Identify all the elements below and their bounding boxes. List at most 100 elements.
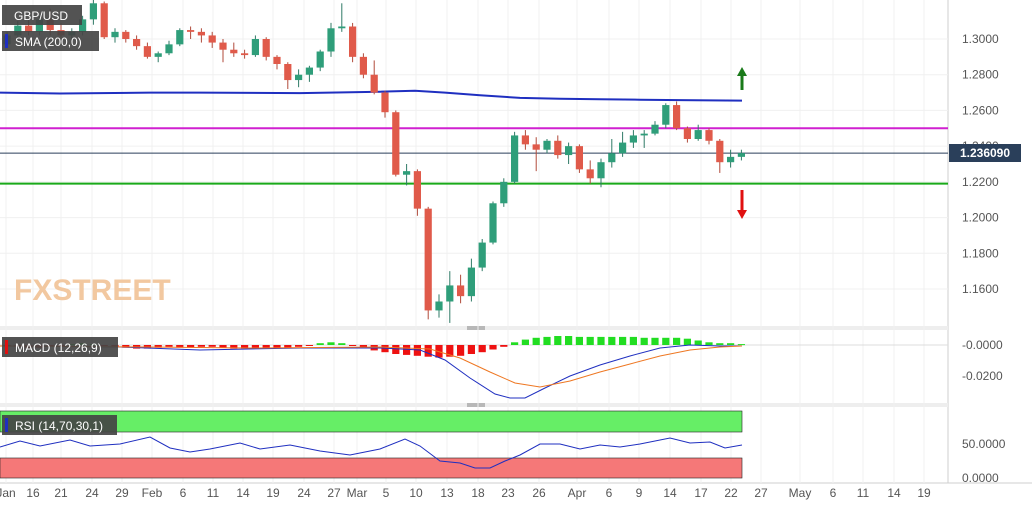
candle-body: [737, 153, 745, 157]
candle-body: [478, 242, 486, 268]
macd-histogram-bar: [316, 343, 324, 345]
candle-body: [89, 3, 97, 20]
rsi-legend[interactable]: RSI (14,70,30,1): [2, 415, 117, 435]
macd-histogram-bar: [327, 342, 335, 345]
macd-histogram-bar: [241, 345, 249, 349]
price-tick-label: 1.1800: [962, 246, 999, 260]
vertical-gridlines: [5, 0, 925, 483]
rsi-line: [0, 436, 743, 469]
candle-body: [165, 44, 173, 54]
candle-body: [381, 92, 389, 113]
arrow-up-icon: [737, 67, 747, 90]
price-tick-label: 1.1600: [962, 282, 999, 296]
macd-histogram-bar: [338, 343, 346, 345]
time-tick-label: Feb: [142, 486, 163, 500]
candle-body: [467, 267, 475, 297]
horizontal-gridlines: [0, 38, 948, 290]
candle-body: [273, 56, 281, 64]
sma-label: SMA (200,0): [15, 35, 82, 49]
time-tick-label: 19: [917, 486, 931, 500]
candle-body: [640, 133, 648, 136]
macd-histogram-bar: [208, 345, 216, 347]
candle-body: [25, 25, 33, 32]
candle-body: [111, 31, 119, 38]
time-tick-label: 6: [830, 486, 837, 500]
macd-histogram-bar: [565, 336, 573, 345]
watermark-text: FXSTREET: [14, 274, 171, 307]
candle-body: [446, 285, 454, 302]
macd-histogram-bar: [467, 345, 475, 354]
candle-body: [619, 142, 627, 154]
macd-histogram-bar: [478, 345, 486, 353]
candle-body: [154, 53, 162, 57]
symbol-legend[interactable]: GBP/USD: [2, 5, 82, 25]
macd-histogram-bar: [554, 336, 562, 345]
price-tick-label: 1.2000: [962, 211, 999, 225]
macd-histogram-bar: [532, 337, 540, 345]
horizontal-level-lines: [0, 127, 948, 185]
time-tick-label: 29: [115, 486, 129, 500]
candle-body: [413, 171, 421, 209]
rsi-tick-label: 0.0000: [962, 471, 999, 485]
macd-histogram-bar: [295, 345, 303, 347]
candle-body: [716, 140, 724, 163]
time-axis: Jan 16 21 24 29 Feb 6 11 14 19 24 27 Mar 5 10 13 18 23 26 A…: [0, 486, 931, 500]
candle-body: [327, 28, 335, 52]
candle-body: [295, 74, 303, 81]
macd-label: MACD (12,26,9): [15, 341, 102, 355]
time-tick-label: 5: [383, 486, 390, 500]
price-tick-label: 1.2600: [962, 103, 999, 117]
macd-histogram-bar: [673, 337, 681, 345]
candle-body: [79, 19, 87, 32]
resize-handle-rsi[interactable]: [467, 403, 485, 407]
time-tick-label: Jan: [0, 486, 16, 500]
macd-histogram-bar: [586, 336, 594, 345]
resize-handle-macd[interactable]: [467, 326, 485, 330]
macd-histogram-bar: [489, 345, 497, 350]
macd-histogram-bar: [284, 345, 292, 348]
candle-body: [424, 208, 432, 311]
macd-tick-label: -0.0000: [962, 338, 1003, 352]
macd-histogram-bar: [694, 340, 702, 345]
sma-legend[interactable]: SMA (200,0): [2, 31, 99, 51]
rsi-overbought-zone: [0, 410, 743, 433]
time-tick-label: 14: [236, 486, 250, 500]
candle-body: [683, 128, 691, 139]
candle-body: [629, 135, 637, 143]
time-tick-label: 6: [606, 486, 613, 500]
rsi-pane: [0, 410, 743, 479]
macd-histogram-bar: [359, 345, 367, 348]
macd-histogram-bar: [597, 336, 605, 345]
macd-histogram-bar: [716, 343, 724, 345]
macd-histogram-bar: [705, 342, 713, 345]
macd-histogram-bar: [619, 336, 627, 345]
candle-body: [521, 135, 529, 145]
candle-body: [133, 39, 141, 47]
macd-histogram-bar: [424, 345, 432, 357]
time-tick-label: 23: [501, 486, 515, 500]
macd-histogram-bar: [413, 345, 421, 356]
macd-histogram-bar: [154, 345, 162, 348]
symbol-label: GBP/USD: [14, 9, 68, 23]
candle-body: [565, 146, 573, 156]
rsi-label: RSI (14,70,30,1): [15, 419, 103, 433]
candle-body: [14, 25, 22, 36]
macd-legend[interactable]: MACD (12,26,9): [2, 337, 118, 357]
price-tick-label: 1.2200: [962, 175, 999, 189]
macd-histogram-bar: [197, 345, 205, 347]
time-tick-label: 26: [532, 486, 546, 500]
candle-body: [143, 46, 151, 57]
candle-body: [187, 30, 195, 32]
price-tick-label: 1.2800: [962, 68, 999, 82]
macd-histogram-bar: [629, 336, 637, 345]
candle-body: [208, 35, 216, 43]
macd-histogram-bar: [165, 345, 173, 347]
macd-histogram-bar: [521, 339, 529, 345]
time-tick-label: 24: [85, 486, 99, 500]
time-tick-label: 6: [180, 486, 187, 500]
candle-body: [662, 105, 670, 125]
candle-body: [251, 39, 259, 56]
macd-histogram-bar: [446, 345, 454, 357]
macd-histogram-bar: [608, 336, 616, 345]
